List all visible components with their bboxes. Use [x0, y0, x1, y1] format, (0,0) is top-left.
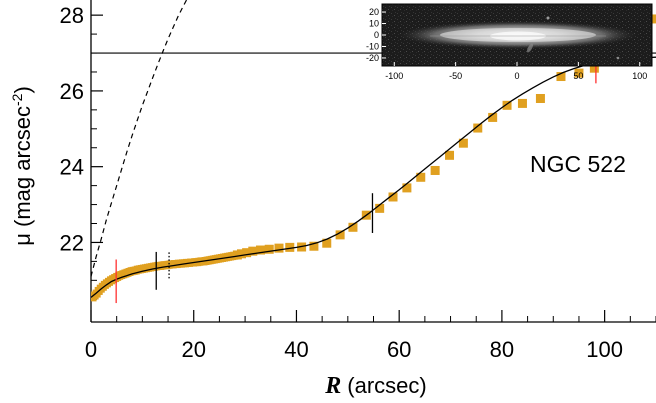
inset-ticks [382, 11, 641, 66]
data-point [502, 100, 512, 110]
data-point [375, 203, 385, 213]
y-tick-label: 22 [60, 230, 84, 255]
data-point [458, 138, 468, 148]
radius-markers [115, 53, 597, 304]
data-point [335, 230, 345, 240]
data-point [285, 242, 295, 252]
data-point [322, 238, 332, 248]
inset-y-tick-label: 10 [369, 19, 379, 29]
x-tick-label: 20 [181, 337, 205, 362]
x-axis-label: R (arcsec) [324, 373, 426, 399]
bulge-model-curve [91, 0, 188, 277]
y-axis-label-main: μ (mag arcsec [10, 106, 35, 246]
x-axis-label-unit: (arcsec) [347, 373, 426, 398]
inset-y-tick-label: 20 [369, 7, 379, 17]
inset-y-tick-label: -10 [366, 41, 379, 51]
data-point [416, 172, 426, 182]
data-point [256, 245, 265, 255]
data-point [348, 222, 358, 232]
total-model-curve [91, 56, 656, 298]
y-axis-label-exponent: -2 [9, 93, 25, 106]
inset-x-tick-label: 100 [632, 71, 647, 81]
inset-x-tick-label: -100 [385, 71, 403, 81]
data-point [388, 192, 398, 202]
x-axis-label-symbol: R [324, 373, 341, 399]
total-model-path [91, 56, 656, 298]
x-tick-labels: 0 20 40 60 80 100 [85, 337, 623, 362]
data-point [242, 248, 252, 258]
inset-y-tick-label: 0 [374, 30, 379, 40]
x-tick-label: 80 [490, 337, 514, 362]
major-ticks [90, 14, 606, 322]
y-tick-label: 26 [60, 79, 84, 104]
data-point [309, 241, 319, 251]
data-point [488, 112, 498, 122]
x-tick-label: 60 [387, 337, 411, 362]
data-point [651, 14, 656, 24]
galaxy-name: NGC 522 [530, 151, 626, 177]
minor-ticks [91, 33, 656, 322]
y-axis-label: μ (mag arcsec-2) [9, 86, 35, 246]
data-point [574, 68, 584, 78]
inset-x-tick-label: -50 [449, 71, 462, 81]
x-tick-label: 100 [586, 337, 623, 362]
data-point [589, 63, 599, 73]
data-point [535, 93, 545, 103]
inset-y-tick-label: -20 [366, 53, 379, 63]
data-point [264, 244, 274, 254]
data-point [517, 98, 527, 108]
data-point [248, 246, 258, 256]
y-axis-label-close: ) [10, 86, 35, 93]
y-tick-label: 28 [60, 3, 84, 28]
data-point [445, 150, 455, 160]
inset-x-tick-label: 0 [514, 71, 519, 81]
data-point [473, 123, 483, 133]
data-point [402, 183, 412, 193]
bulge-model-path [91, 0, 188, 277]
data-point [430, 165, 440, 175]
y-tick-labels: 22 24 26 28 [60, 3, 84, 255]
x-tick-label: 40 [284, 337, 308, 362]
inset-x-tick-label: 50 [573, 71, 583, 81]
galaxy-inset-image [381, 3, 653, 67]
data-point [274, 243, 284, 253]
x-tick-label: 0 [85, 337, 97, 362]
data-point [236, 249, 246, 259]
data-point [556, 72, 566, 82]
y-tick-label: 24 [60, 155, 84, 180]
